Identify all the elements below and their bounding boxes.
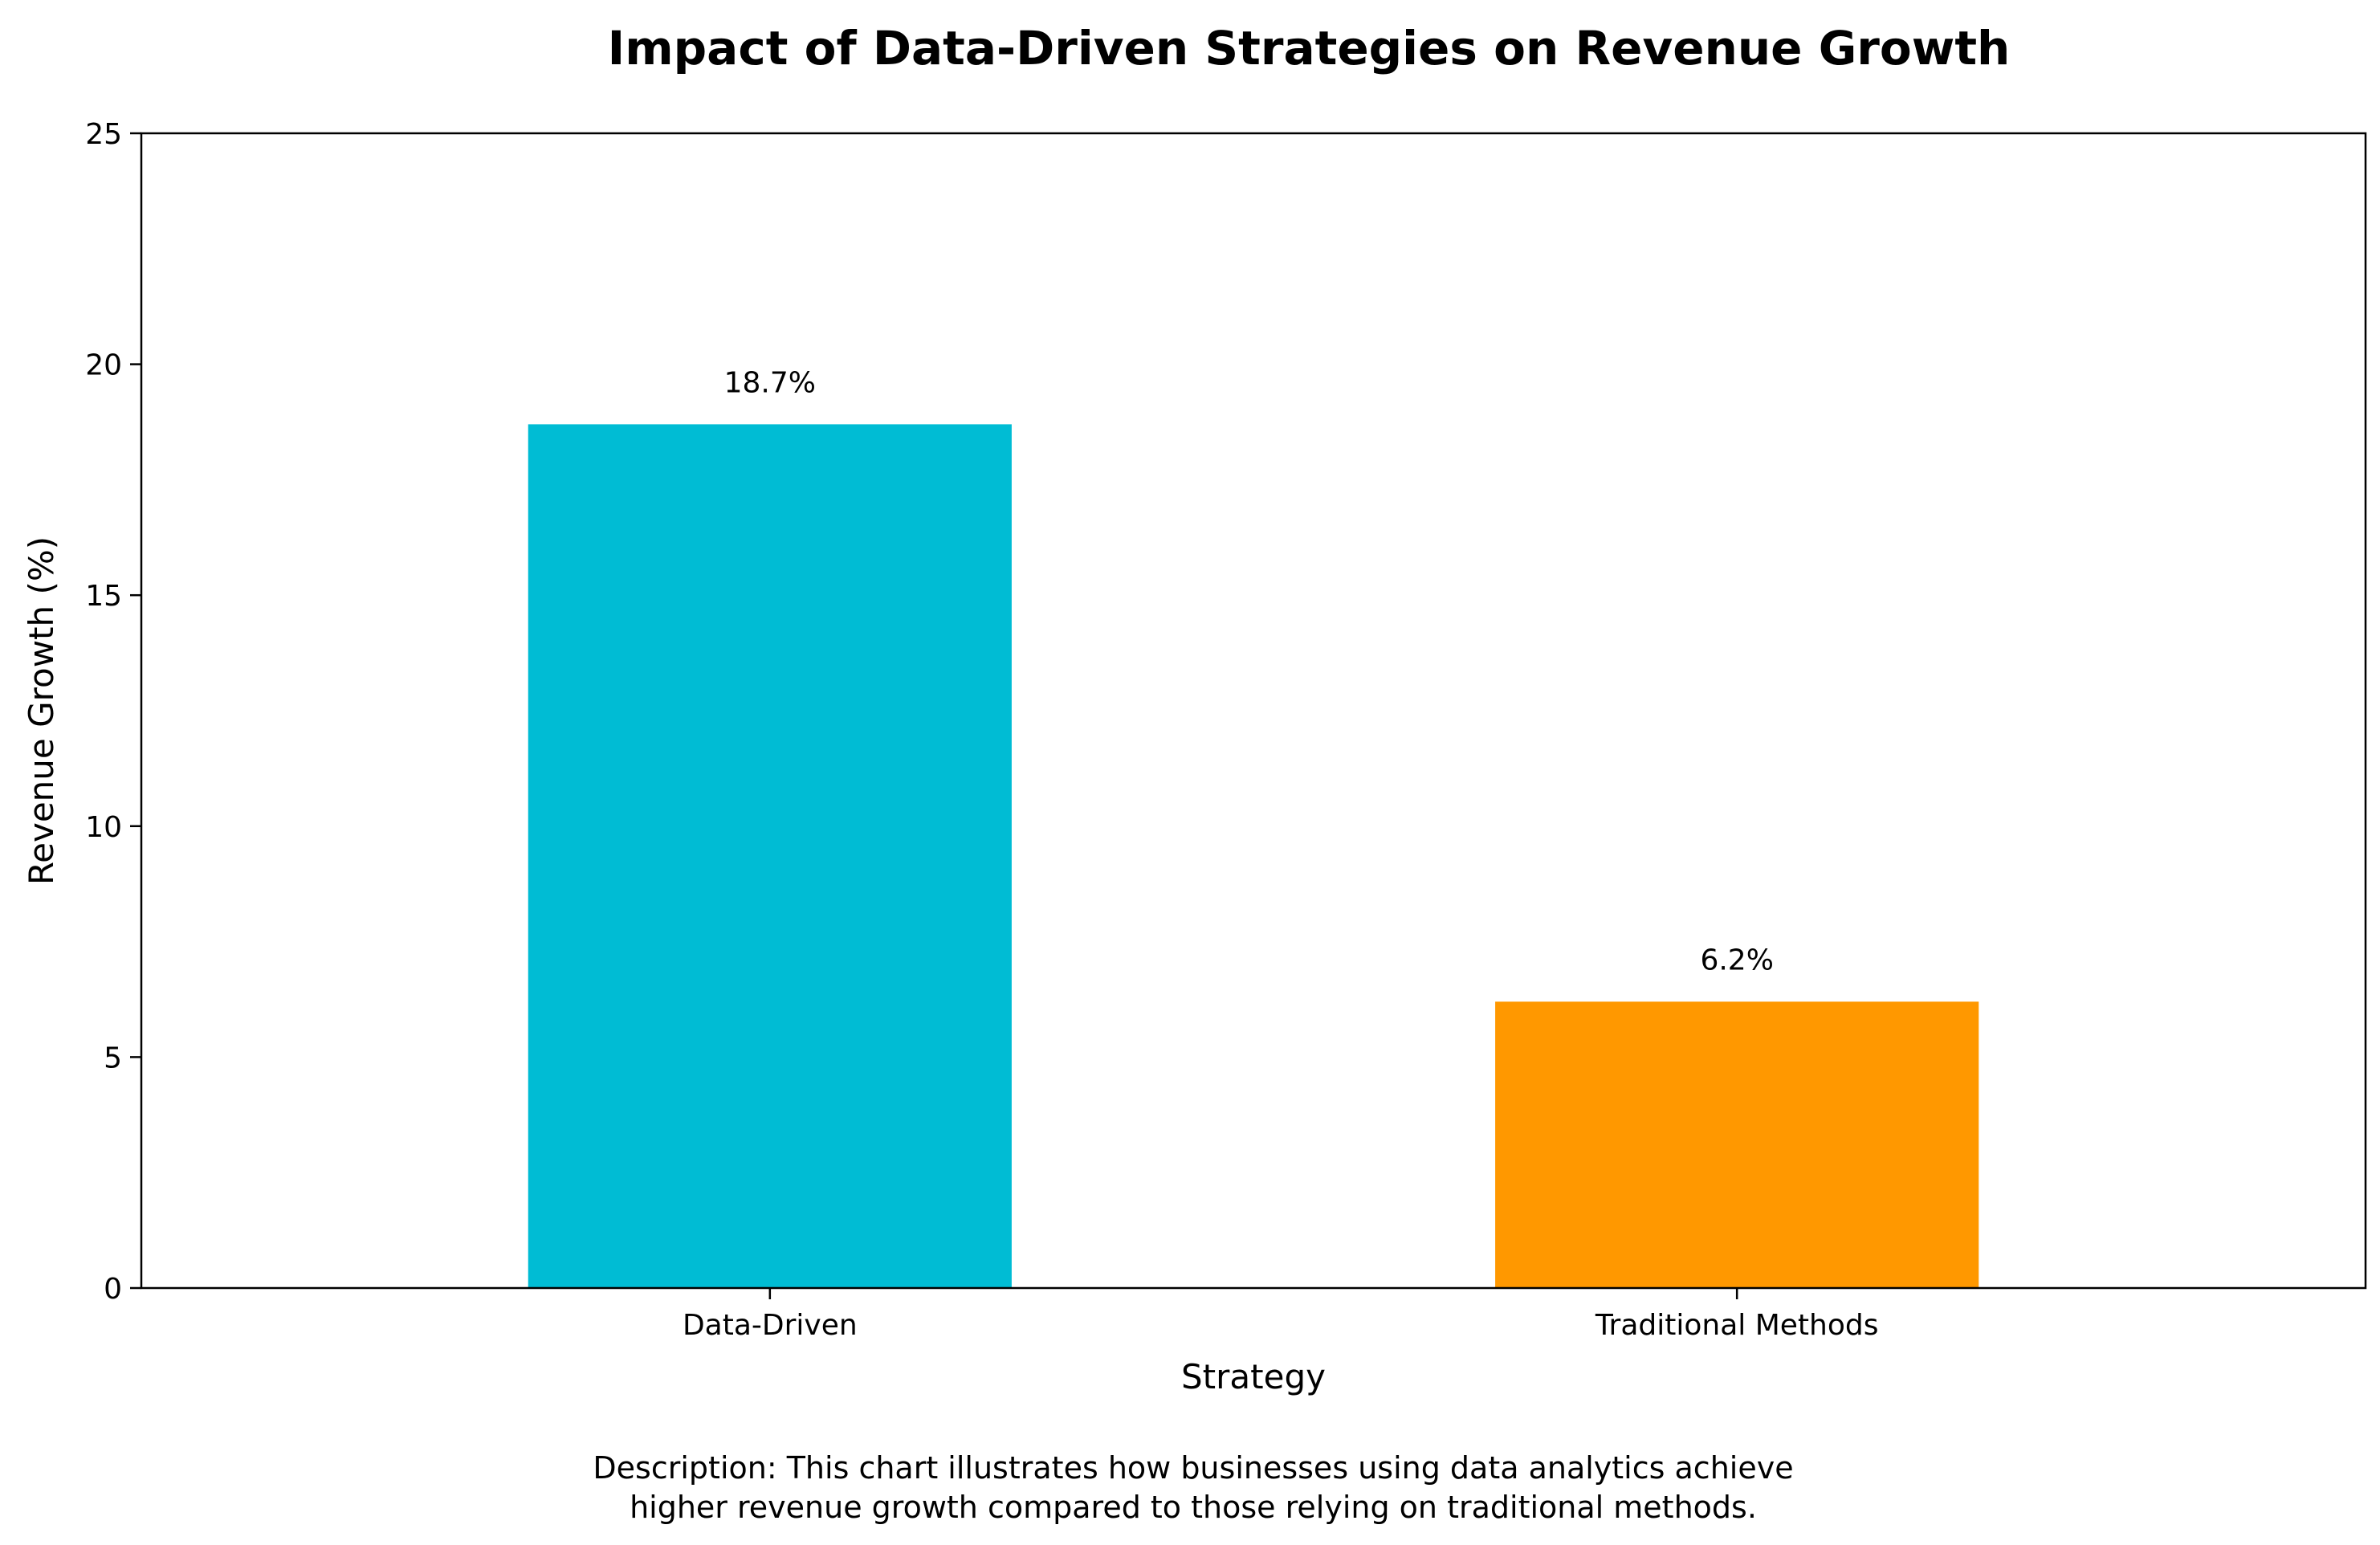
x-tick-label: Data-Driven bbox=[683, 1309, 858, 1342]
bar-traditional-methods bbox=[1495, 1001, 1979, 1288]
bar-value-label: 18.7% bbox=[724, 366, 816, 399]
y-tick-label: 25 bbox=[85, 118, 122, 151]
description-line-2: higher revenue growth compared to those … bbox=[630, 1490, 1757, 1525]
plot-frame bbox=[140, 132, 2367, 1290]
x-axis-label: Strategy bbox=[1181, 1357, 1326, 1396]
y-tick-label: 20 bbox=[85, 349, 122, 382]
y-tick-label: 15 bbox=[85, 580, 122, 613]
y-axis-label: Revenue Growth (%) bbox=[22, 536, 61, 885]
y-tick-label: 5 bbox=[104, 1042, 122, 1074]
bar-value-label: 6.2% bbox=[1700, 944, 1773, 976]
x-tick-label: Traditional Methods bbox=[1595, 1309, 1879, 1342]
x-axis: Data-Driven Traditional Methods bbox=[683, 1288, 1879, 1342]
bar-data-driven bbox=[528, 424, 1012, 1288]
y-tick-label: 10 bbox=[85, 811, 122, 844]
plot-area: 18.7% 6.2% bbox=[528, 366, 1979, 1288]
description-line-1: Description: This chart illustrates how … bbox=[593, 1450, 1793, 1486]
chart-title: Impact of Data-Driven Strategies on Reve… bbox=[608, 21, 2011, 75]
y-axis: 0 5 10 15 20 25 bbox=[85, 118, 141, 1306]
y-tick-label: 0 bbox=[104, 1273, 122, 1306]
